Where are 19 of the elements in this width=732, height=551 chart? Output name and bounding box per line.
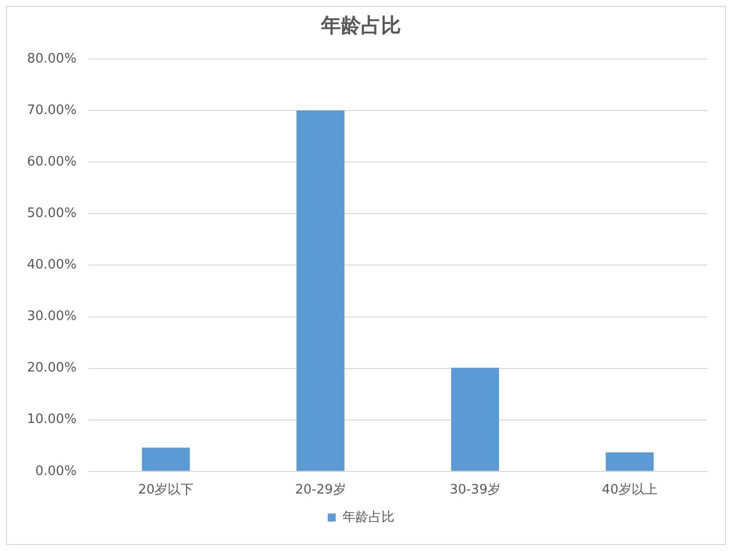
y-tick-label: 40.00%	[26, 258, 77, 273]
bar	[142, 448, 190, 471]
y-tick-label: 20.00%	[26, 360, 77, 376]
y-tick-label: 70.00%	[26, 102, 77, 118]
bar	[451, 368, 500, 471]
y-tick-label: 30.00%	[26, 309, 77, 324]
x-tick-label: 30-39岁	[450, 482, 500, 498]
bar	[296, 110, 344, 471]
y-tick-label: 0.00%	[35, 464, 77, 479]
legend-label: 年龄占比	[342, 510, 394, 525]
x-tick-label: 20岁以下	[138, 482, 194, 498]
x-tick-label: 40岁以上	[602, 482, 658, 498]
y-tick-label: 10.00%	[26, 412, 77, 428]
y-tick-label: 80.00%	[26, 51, 77, 66]
y-tick-label: 50.00%	[26, 206, 77, 222]
bar	[606, 452, 654, 471]
x-tick-label: 20-29岁	[295, 482, 346, 498]
y-tick-label: 60.00%	[26, 154, 77, 170]
chart-title: 年龄占比	[320, 13, 401, 38]
